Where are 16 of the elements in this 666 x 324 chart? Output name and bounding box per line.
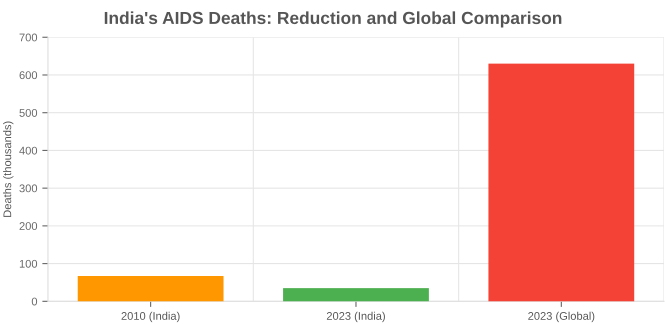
x-tick-label: 2010 (India)	[122, 312, 180, 322]
chart-title: India's AIDS Deaths: Reduction and Global Comparison	[104, 11, 562, 28]
y-tick-label: 200	[20, 222, 38, 230]
y-tick-label: 100	[20, 260, 38, 268]
x-tick-label: 2023 (India)	[326, 312, 385, 322]
bar	[283, 288, 429, 302]
bar	[78, 276, 224, 302]
y-tick-label: 600	[20, 71, 38, 80]
y-tick-label: 500	[19, 108, 38, 117]
y-tick-label: 300	[19, 184, 38, 192]
y-tick-label: 400	[19, 146, 38, 155]
y-axis-title: Deaths (thousands)	[3, 121, 14, 217]
y-tick-label: 700	[20, 34, 38, 42]
x-tick-label: 2023 (Global)	[528, 312, 594, 322]
y-tick-label: 0	[32, 298, 38, 306]
bar	[488, 64, 634, 302]
